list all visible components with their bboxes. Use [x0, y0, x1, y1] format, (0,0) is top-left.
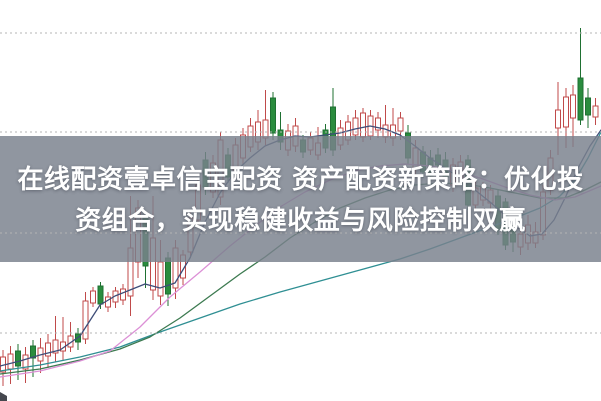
corner-mark	[0, 392, 7, 401]
headline-overlay	[0, 136, 601, 262]
headline-line-1: 在线配资壹卓信宝配资 资产配资新策略：优化投	[17, 165, 584, 195]
headline-line-2: 资组合，实现稳健收益与风险控制双赢	[75, 206, 526, 236]
headline: 在线配资壹卓信宝配资 资产配资新策略：优化投 资组合，实现稳健收益与风险控制双赢	[0, 136, 601, 262]
